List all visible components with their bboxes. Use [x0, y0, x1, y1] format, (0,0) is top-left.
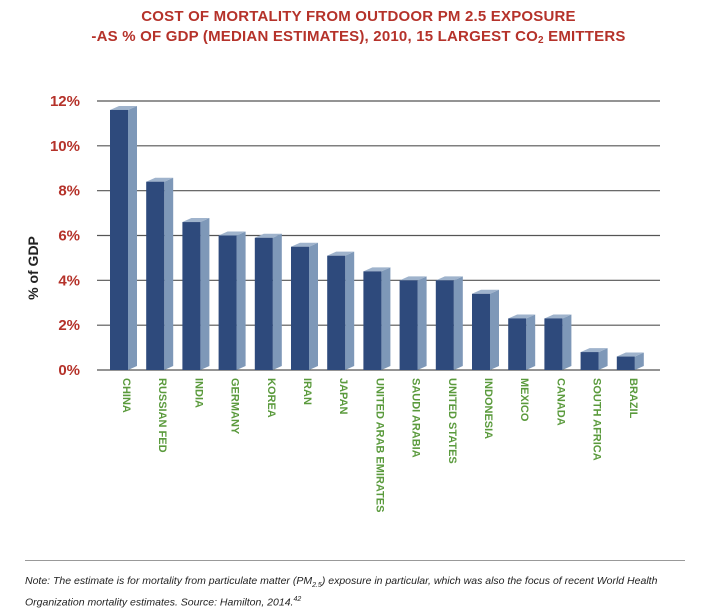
bar-top — [435, 276, 463, 281]
bar-side — [345, 251, 355, 370]
bar-front — [363, 271, 382, 370]
bar-top — [327, 251, 355, 256]
bar-top — [291, 242, 318, 247]
bar-side — [164, 177, 174, 370]
y-axis-label: % of GDP — [25, 236, 41, 300]
x-axis-categories: CHINA RUSSIAN FED INDIA GERMANY KOREA IRAN JAP… — [120, 378, 639, 512]
chart-title-line2-end: EMITTERS — [543, 28, 626, 45]
bar-side — [490, 289, 499, 370]
bar — [580, 348, 608, 370]
category-label: INDIA — [192, 378, 204, 408]
bar — [110, 105, 137, 370]
category-label: MEXICO — [518, 378, 530, 422]
bar-side — [200, 218, 210, 370]
note-text-2: ) exposure in particular, which was also… — [25, 575, 658, 609]
chart-title-subscript: 2 — [538, 35, 544, 46]
bar-side — [128, 105, 137, 370]
bar-top — [508, 314, 536, 319]
bar-top — [472, 289, 499, 294]
bar — [254, 233, 282, 370]
bar-side — [381, 267, 391, 370]
bar — [616, 352, 644, 370]
category-label: CANADA — [554, 378, 566, 426]
category-label: KOREA — [265, 378, 277, 418]
bar — [182, 218, 210, 370]
bar-top — [110, 105, 137, 110]
chart-title-line1: COST OF MORTALITY FROM OUTDOOR PM 2.5 EX… — [141, 8, 576, 25]
bars — [110, 105, 644, 370]
bar-top — [399, 276, 427, 281]
category-label: BRAZIL — [627, 378, 639, 419]
bar-side — [526, 314, 536, 370]
bar-top — [146, 177, 174, 182]
bar-top — [544, 314, 572, 319]
bar — [399, 276, 427, 370]
bar-top — [254, 233, 282, 238]
divider — [25, 560, 685, 561]
category-label: INDONESIA — [482, 378, 494, 439]
chart-title-line2: -AS % OF GDP (MEDIAN ESTIMATES), 2010, 1… — [0, 28, 717, 46]
bar-front — [218, 235, 237, 370]
chart-title-line2-main: -AS % OF GDP (MEDIAN ESTIMATES), 2010, 1… — [91, 28, 538, 45]
bar-top — [218, 231, 246, 236]
bar — [146, 177, 174, 370]
bar-top — [580, 348, 608, 353]
bar-front — [472, 293, 490, 370]
category-label: IRAN — [301, 378, 313, 405]
y-tick-label: 6% — [58, 228, 80, 245]
category-label: SOUTH AFRICA — [591, 378, 603, 461]
y-tick-label: 2% — [58, 317, 80, 334]
category-label: UNITED ARAB EMIRATES — [373, 378, 385, 512]
category-label: GERMANY — [229, 378, 241, 435]
y-tick-label: 8% — [58, 183, 80, 200]
bar — [472, 289, 499, 370]
bar-top — [182, 218, 210, 223]
bar-front — [327, 255, 346, 370]
source-note: Note: The estimate is for mortality from… — [25, 574, 685, 610]
bar-front — [399, 280, 418, 370]
category-label: RUSSIAN FED — [156, 378, 168, 453]
category-label: SAUDI ARABIA — [410, 378, 422, 458]
bar — [508, 314, 536, 370]
y-tick-label: 12% — [50, 93, 80, 110]
bar-chart: 0% 2% 4% 6% 8% 10% 12% % of GDP CHINA RUSSIAN F… — [25, 93, 660, 512]
bar — [327, 251, 355, 370]
bar-front — [508, 318, 527, 370]
bar-front — [146, 181, 165, 370]
bar — [291, 242, 318, 370]
bar-side — [272, 233, 282, 370]
note-footnote-ref: 42 — [293, 596, 302, 604]
category-label: UNITED STATES — [446, 378, 458, 464]
y-tick-label: 0% — [58, 362, 80, 379]
category-label: JAPAN — [337, 378, 349, 415]
bar-front — [580, 352, 599, 370]
bar-front — [544, 318, 563, 370]
bar-side — [562, 314, 572, 370]
bar-side — [236, 231, 246, 370]
bar-top — [363, 267, 391, 272]
bar-side — [634, 352, 644, 370]
note-subscript: 2.5 — [312, 582, 322, 590]
bar-front — [182, 222, 201, 370]
y-axis-ticks: 0% 2% 4% 6% 8% 10% 12% — [50, 93, 80, 379]
bar-front — [254, 237, 273, 370]
bar-front — [291, 246, 309, 370]
bar — [218, 231, 246, 370]
bar-side — [417, 276, 427, 370]
bar-side — [309, 242, 318, 370]
bar-top — [616, 352, 644, 357]
y-tick-label: 10% — [50, 138, 80, 155]
bar — [544, 314, 572, 370]
bar-front — [616, 356, 635, 370]
note-text-1: Note: The estimate is for mortality from… — [25, 575, 313, 587]
y-tick-label: 4% — [58, 272, 80, 289]
bar-side — [453, 276, 463, 370]
category-label: CHINA — [120, 378, 132, 413]
bar-front — [435, 280, 454, 370]
bar-front — [110, 109, 128, 370]
bar — [435, 276, 463, 370]
bar — [363, 267, 391, 370]
bar-side — [598, 348, 608, 370]
